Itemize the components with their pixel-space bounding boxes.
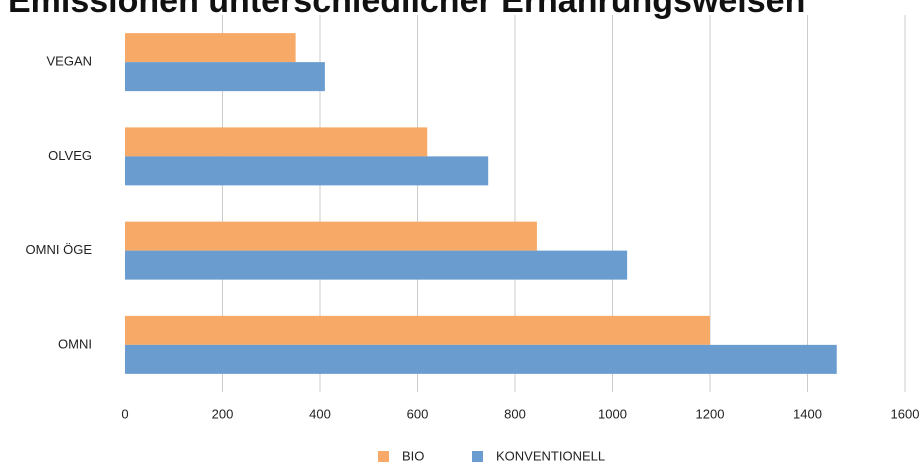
bar [125,221,537,251]
legend-swatch [472,451,483,462]
x-tick-label: 1200 [696,406,725,421]
y-tick-label: OMNI ÖGE [26,242,93,257]
bar [125,127,428,157]
bar [125,315,710,345]
bar [125,250,628,280]
x-tick-label: 1400 [793,406,822,421]
x-tick-label: 1000 [598,406,627,421]
y-tick-label: OLVEG [48,148,92,163]
legend-swatch [378,451,389,462]
x-tick-label: 800 [504,406,526,421]
bar [125,344,837,374]
chart-title: Emissionen unterschiedlicher Ernährungsw… [8,0,805,20]
legend-label: KONVENTIONELL [496,448,605,463]
x-tick-label: 600 [407,406,429,421]
legend-label: BIO [402,448,424,463]
y-tick-label: OMNI [58,336,92,351]
bar [125,33,296,63]
x-tick-label: 1600 [891,406,920,421]
y-tick-label: VEGAN [46,54,92,69]
x-tick-label: 200 [212,406,234,421]
bar [125,62,325,92]
x-tick-label: 0 [121,406,128,421]
bar [125,156,489,186]
x-tick-label: 400 [309,406,331,421]
